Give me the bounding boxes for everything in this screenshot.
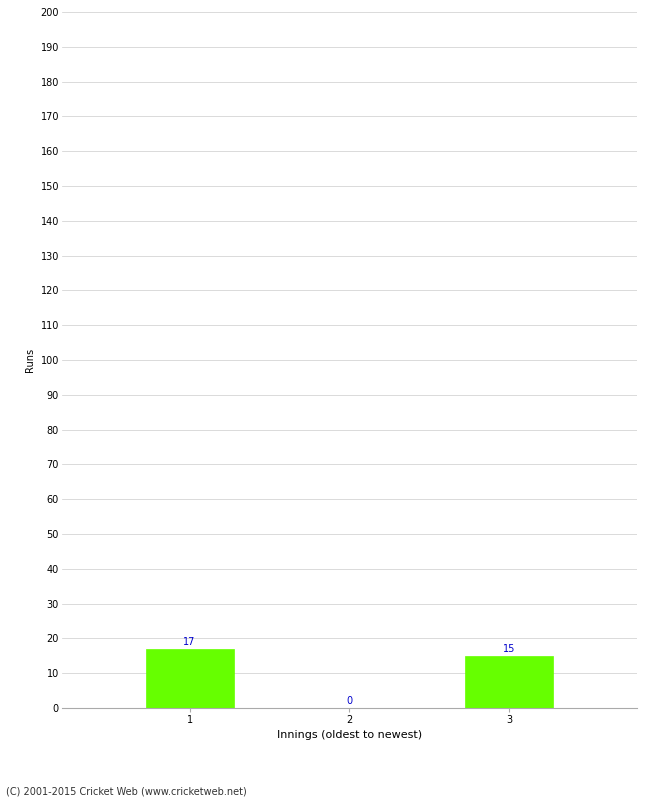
Text: 0: 0 bbox=[346, 696, 352, 706]
Text: 17: 17 bbox=[183, 637, 196, 647]
Y-axis label: Runs: Runs bbox=[25, 348, 35, 372]
Text: 15: 15 bbox=[503, 644, 515, 654]
Bar bbox=[465, 656, 553, 708]
Text: (C) 2001-2015 Cricket Web (www.cricketweb.net): (C) 2001-2015 Cricket Web (www.cricketwe… bbox=[6, 786, 247, 796]
X-axis label: Innings (oldest to newest): Innings (oldest to newest) bbox=[277, 730, 422, 741]
Bar bbox=[146, 649, 233, 708]
